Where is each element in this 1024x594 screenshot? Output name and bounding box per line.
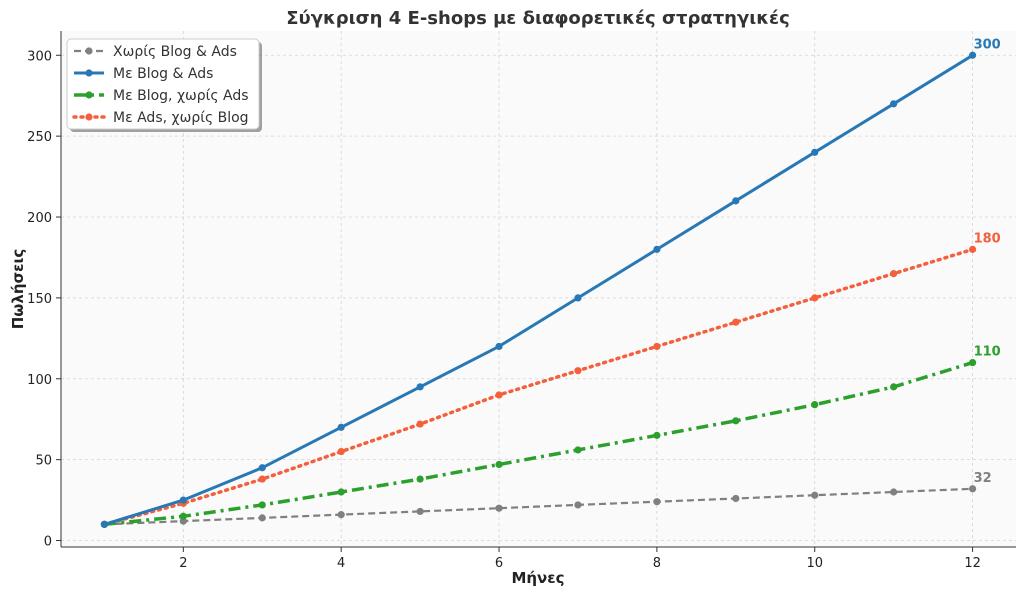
- data-point: [495, 342, 503, 351]
- ticks: 2 4 6 8 10 12 0 50 100 150 200 250 300: [27, 49, 981, 571]
- data-point: [574, 446, 582, 454]
- data-point: [732, 417, 740, 425]
- data-point: [495, 460, 503, 469]
- data-point: [890, 488, 898, 496]
- series-line: [104, 487, 973, 526]
- data-point: [968, 358, 977, 367]
- series-line: [102, 247, 975, 527]
- series-3: [100, 358, 977, 528]
- data-point: [416, 420, 424, 428]
- y-tick-label: 0: [44, 535, 52, 550]
- end-value-label: 110: [974, 345, 1001, 360]
- data-point: [732, 197, 740, 205]
- data-point: [337, 423, 345, 431]
- legend-entry: Χωρίς Blog & Ads: [113, 44, 237, 60]
- end-value-label: 180: [974, 231, 1001, 246]
- data-point: [337, 511, 345, 519]
- data-point: [811, 148, 819, 156]
- x-axis-label: Μήνες: [511, 569, 564, 587]
- data-point: [890, 270, 898, 278]
- legend-marker: [85, 47, 93, 55]
- data-point: [653, 245, 661, 253]
- data-point: [337, 488, 345, 496]
- series-line: [103, 54, 974, 526]
- data-point: [968, 245, 977, 253]
- legend-marker: [85, 113, 93, 121]
- y-tick-label: 250: [27, 130, 52, 145]
- data-point: [653, 342, 661, 351]
- data-point: [811, 401, 819, 409]
- data-point: [968, 51, 977, 59]
- series-line: [104, 360, 974, 527]
- legend-marker: [85, 91, 93, 99]
- x-tick-label: 6: [495, 556, 503, 571]
- legend: Χωρίς Blog & Ads Με Blog & Ads Με Blog, χω…: [66, 38, 262, 132]
- data-point: [653, 498, 661, 506]
- data-point: [495, 391, 503, 399]
- x-tick-label: 8: [653, 556, 661, 571]
- x-tick-label: 10: [806, 556, 823, 571]
- data-point: [416, 475, 424, 483]
- data-point: [416, 507, 424, 516]
- x-tick-label: 2: [179, 556, 187, 571]
- data-point: [574, 501, 582, 509]
- data-point: [258, 514, 266, 522]
- data-point: [258, 475, 266, 483]
- end-value-label: 32: [974, 471, 992, 486]
- data-point: [337, 447, 345, 456]
- data-point: [811, 491, 819, 499]
- chart-title: Σύγκριση 4 E-shops με διαφορετικές στρατ…: [286, 8, 790, 29]
- y-tick-label: 50: [35, 454, 52, 469]
- legend-entry: Με Blog, χωρίς Ads: [113, 88, 249, 104]
- y-tick-label: 200: [27, 211, 52, 226]
- data-point: [890, 383, 898, 391]
- y-tick-label: 100: [27, 373, 52, 388]
- data-point: [574, 367, 582, 375]
- legend-marker: [85, 69, 93, 77]
- x-tick-label: 12: [964, 556, 981, 571]
- data-point: [179, 496, 187, 504]
- y-tick-label: 300: [27, 49, 52, 64]
- data-point: [258, 464, 266, 472]
- end-value-label: 300: [974, 37, 1001, 52]
- data-point: [179, 512, 187, 520]
- y-axis-label: Πωλήσεις: [9, 249, 27, 330]
- series-2: [100, 51, 977, 528]
- data-point: [890, 100, 898, 108]
- series-layer: [100, 51, 977, 528]
- data-point: [416, 383, 424, 391]
- y-tick-label: 150: [27, 292, 52, 307]
- data-point: [574, 294, 582, 302]
- legend-entry: Με Blog & Ads: [113, 66, 213, 82]
- data-point: [811, 294, 819, 302]
- legend-box: [66, 38, 260, 130]
- x-tick-label: 4: [337, 556, 345, 571]
- data-point: [258, 501, 266, 509]
- data-point: [653, 431, 661, 439]
- data-point: [495, 504, 503, 512]
- data-point: [100, 520, 109, 528]
- end-labels: 32 180 110 300: [974, 37, 1001, 486]
- legend-entry: Με Ads, χωρίς Blog: [113, 110, 249, 126]
- data-point: [968, 485, 977, 493]
- data-point: [732, 494, 740, 503]
- data-point: [732, 318, 740, 326]
